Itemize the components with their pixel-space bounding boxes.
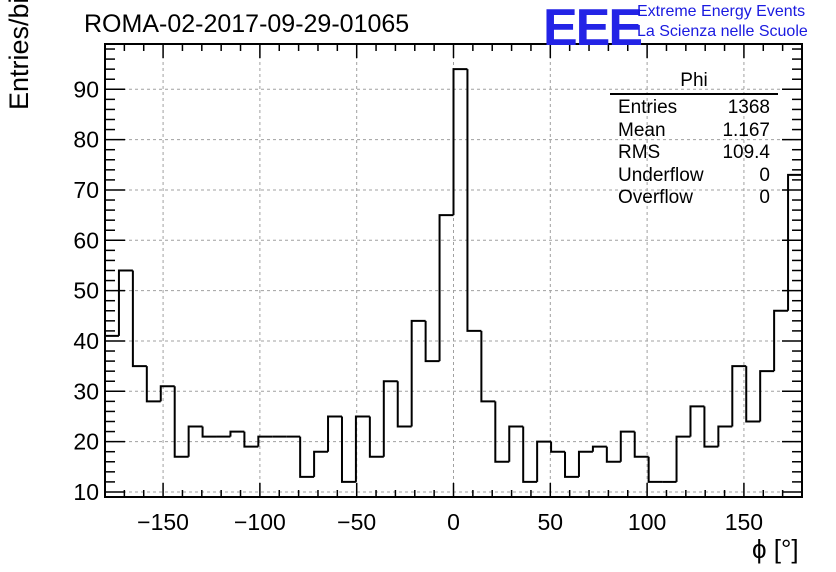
stats-label: Underflow bbox=[618, 164, 704, 186]
histogram-bin bbox=[577, 450, 593, 477]
stats-label: RMS bbox=[618, 142, 661, 163]
stats-value: 0 bbox=[759, 164, 770, 186]
histogram-bin bbox=[731, 365, 747, 427]
histogram-bin bbox=[187, 425, 203, 457]
histogram-bin bbox=[647, 456, 663, 483]
histogram-bin bbox=[466, 69, 482, 332]
histogram-bin bbox=[201, 426, 217, 438]
histogram-bin bbox=[382, 380, 398, 457]
x-tick-label: 150 bbox=[725, 509, 763, 535]
stats-value: 109.4 bbox=[722, 142, 770, 163]
histogram-bin bbox=[452, 68, 468, 216]
stats-row-overflow: Overflow 0 bbox=[610, 187, 778, 210]
histogram-bin bbox=[689, 405, 705, 437]
stats-value: 1368 bbox=[727, 97, 770, 118]
histogram-bin bbox=[229, 430, 245, 437]
histogram-bin bbox=[424, 320, 440, 363]
histogram-bin bbox=[522, 426, 538, 483]
x-tick-label: −50 bbox=[337, 509, 376, 535]
logo-line-1: Extreme Energy Events bbox=[637, 3, 806, 20]
histogram-bin bbox=[327, 415, 342, 452]
x-tick-label: −150 bbox=[137, 509, 189, 535]
eee-logo: EEE bbox=[543, 0, 643, 57]
histogram-bin bbox=[591, 445, 607, 452]
histogram-bin bbox=[131, 270, 147, 368]
stats-row-rms: RMS 109.4 bbox=[610, 142, 778, 165]
x-axis-label: ϕ [°] bbox=[752, 534, 799, 564]
histogram-bin bbox=[633, 431, 649, 458]
x-tick-label: 50 bbox=[538, 509, 564, 535]
histogram-bin bbox=[104, 334, 119, 497]
y-tick-label: 20 bbox=[73, 429, 99, 455]
x-tick-label: 0 bbox=[447, 509, 460, 535]
histogram-bin bbox=[703, 406, 719, 448]
stats-label: Entries bbox=[618, 97, 678, 118]
histogram-bin bbox=[773, 309, 789, 372]
histogram-bin bbox=[480, 330, 496, 403]
stats-value: 1.167 bbox=[722, 119, 770, 141]
y-tick-label: 10 bbox=[73, 479, 99, 505]
histogram-bin bbox=[745, 366, 761, 423]
x-tick-label: 100 bbox=[628, 509, 666, 535]
histogram-bin bbox=[117, 269, 133, 336]
histogram-bin bbox=[340, 416, 356, 483]
stats-value: 0 bbox=[759, 187, 770, 208]
histogram-bin bbox=[313, 450, 329, 477]
histogram-bin bbox=[675, 435, 691, 482]
histogram-bin bbox=[145, 366, 161, 403]
y-tick-label: 60 bbox=[73, 227, 99, 253]
stats-label: Overflow bbox=[618, 187, 693, 208]
histogram-bin bbox=[536, 440, 552, 482]
stats-row-mean: Mean 1.167 bbox=[610, 120, 778, 143]
histogram-bin bbox=[564, 451, 579, 478]
histogram-bin bbox=[243, 431, 259, 448]
histogram-bin bbox=[508, 425, 524, 462]
stats-box: Phi Entries 1368 Mean 1.167 RMS 109.4 Un… bbox=[610, 70, 778, 210]
stats-row-underflow: Underflow 0 bbox=[610, 165, 778, 188]
y-tick-label: 90 bbox=[73, 76, 99, 102]
histogram-bin bbox=[787, 173, 803, 497]
histogram-bin bbox=[354, 415, 370, 482]
y-tick-label: 80 bbox=[73, 127, 99, 153]
histogram-bin bbox=[759, 370, 775, 422]
histogram-bin bbox=[299, 436, 315, 478]
histogram-bin bbox=[396, 381, 412, 428]
y-tick-label: 40 bbox=[73, 328, 99, 354]
histogram-bin bbox=[159, 385, 175, 402]
y-tick-label: 70 bbox=[73, 177, 99, 203]
logo-line-2: La Scienza nelle Scuole bbox=[637, 23, 808, 40]
y-axis-label: Entries/bin bbox=[4, 0, 34, 110]
histogram-bin bbox=[619, 430, 635, 462]
x-tick-label: −100 bbox=[234, 509, 286, 535]
histogram-bin bbox=[368, 416, 384, 458]
stats-row-entries: Entries 1368 bbox=[610, 97, 778, 120]
chart-title: ROMA-02-2017-09-29-01065 bbox=[84, 10, 410, 38]
y-tick-label: 50 bbox=[73, 278, 99, 304]
stats-box-title: Phi bbox=[610, 70, 778, 95]
y-tick-label: 30 bbox=[73, 378, 99, 404]
histogram-bin bbox=[438, 214, 454, 362]
histogram-bin bbox=[550, 441, 566, 453]
histogram-bin bbox=[173, 386, 189, 458]
histogram-bin bbox=[410, 319, 426, 427]
histogram-bin bbox=[494, 401, 510, 463]
histogram-bin bbox=[717, 425, 733, 447]
histogram-bin bbox=[257, 435, 273, 447]
histogram-bin bbox=[605, 446, 621, 463]
stats-label: Mean bbox=[618, 119, 666, 141]
